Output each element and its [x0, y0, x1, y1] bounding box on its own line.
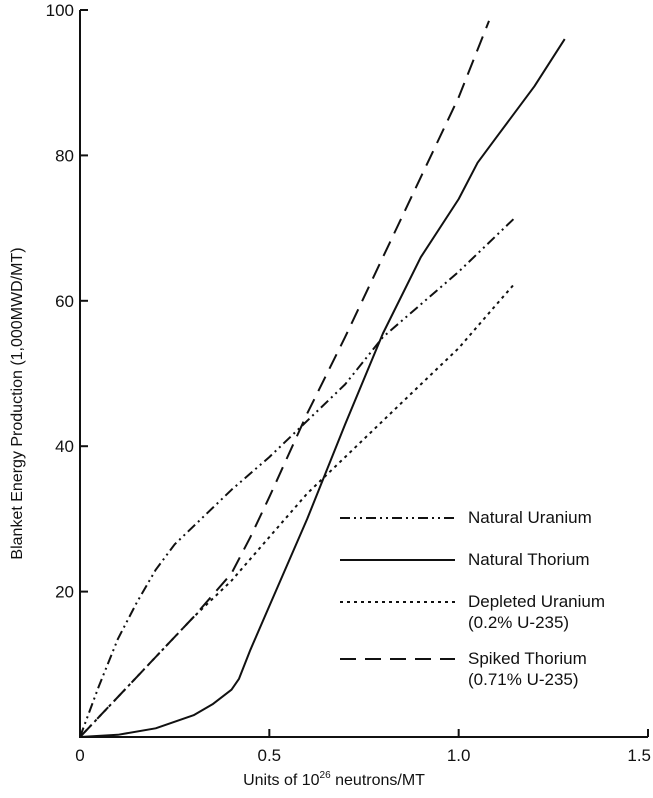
y-tick-label: 40: [55, 437, 74, 456]
x-tick-label: 1.5: [627, 746, 651, 765]
legend-label-spiked-thorium: Spiked Thorium: [468, 649, 587, 668]
x-tick-label: 0: [75, 746, 84, 765]
legend: Natural Uranium Natural Thorium Depleted U…: [340, 508, 605, 689]
series-line-depleted-uranium: [79, 281, 517, 738]
y-tick-label: 80: [55, 146, 74, 165]
x-tick-label: 0.5: [258, 746, 282, 765]
tick-group: 20 40 60 80 100 0 0.5 1.0 1.5: [46, 1, 651, 765]
y-tick-label: 20: [55, 583, 74, 602]
legend-label-depleted-uranium: Depleted Uranium: [468, 592, 605, 611]
x-axis-title-suffix: neutrons/MT: [331, 772, 425, 789]
series-line-spiked-thorium: [79, 20, 490, 738]
legend-note-spiked-thorium: (0.71% U-235): [468, 670, 579, 689]
y-tick-label: 60: [55, 292, 74, 311]
series-line-natural-thorium: [79, 38, 566, 738]
series-line-natural-uranium: [79, 216, 517, 738]
y-tick-label: 100: [46, 1, 74, 20]
legend-label-natural-thorium: Natural Thorium: [468, 550, 590, 569]
y-axis-title: Blanket Energy Production (1,000MWD/MT): [9, 247, 26, 559]
legend-note-depleted-uranium: (0.2% U-235): [468, 613, 569, 632]
legend-label-natural-uranium: Natural Uranium: [468, 508, 592, 527]
series-group: [79, 20, 566, 738]
x-axis-title-prefix: Units of 10: [243, 772, 320, 789]
x-tick-label: 1.0: [447, 746, 471, 765]
x-axis-title: Units of 1026 neutrons/MT: [243, 770, 425, 789]
x-axis-title-exponent: 26: [320, 770, 332, 781]
